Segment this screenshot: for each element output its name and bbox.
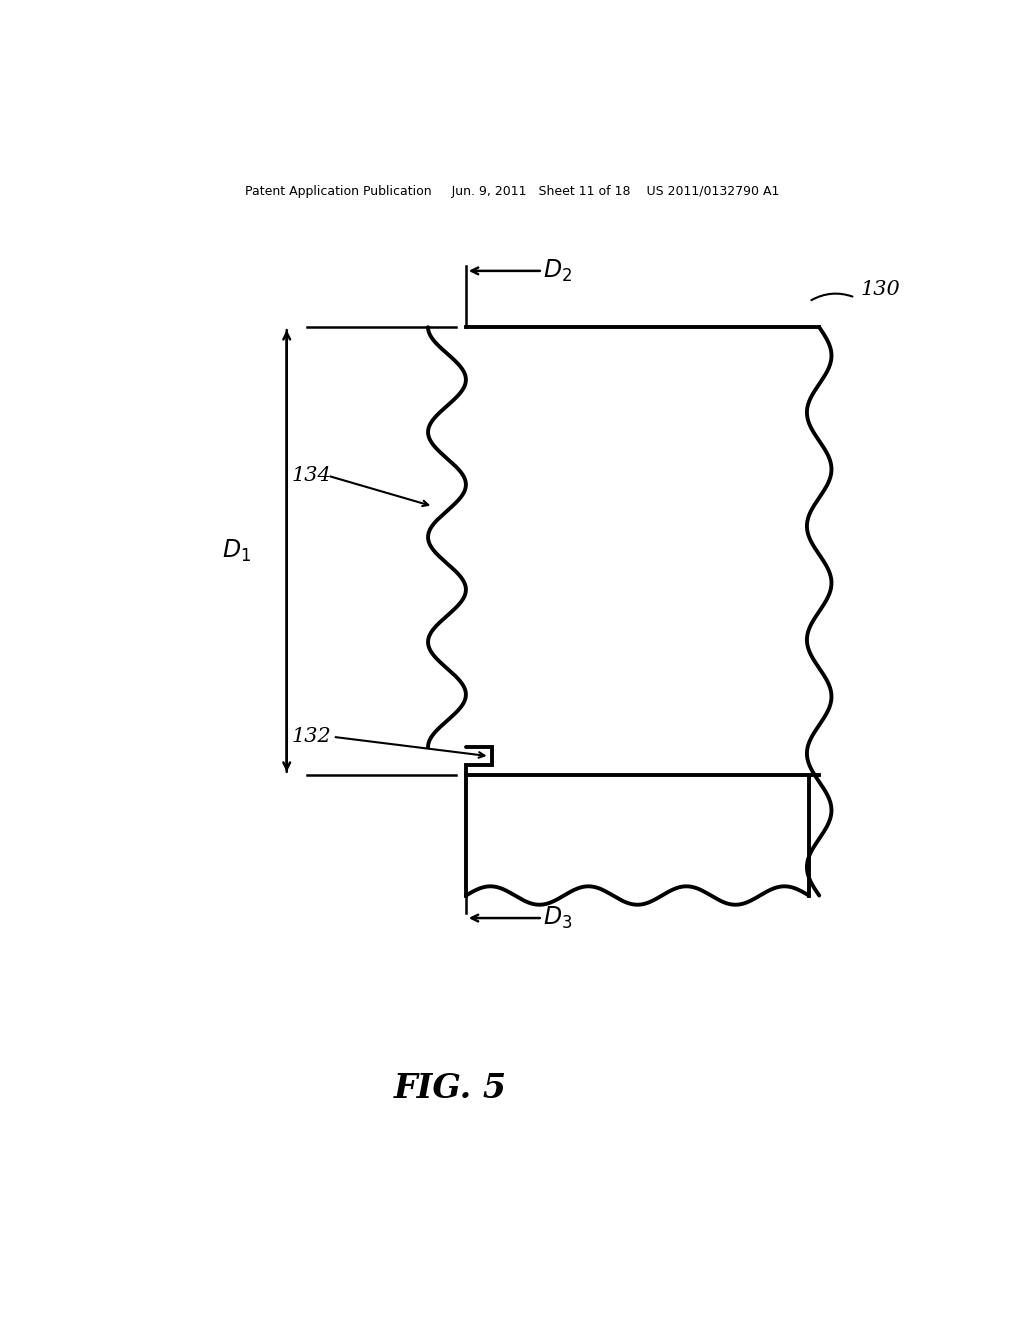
- Text: $D_2$: $D_2$: [543, 257, 571, 284]
- Text: 130: 130: [860, 280, 900, 298]
- Text: $D_3$: $D_3$: [543, 906, 572, 931]
- Text: Patent Application Publication     Jun. 9, 2011   Sheet 11 of 18    US 2011/0132: Patent Application Publication Jun. 9, 2…: [245, 185, 779, 198]
- Text: 132: 132: [292, 727, 332, 746]
- Text: FIG. 5: FIG. 5: [394, 1072, 507, 1105]
- Text: 134: 134: [292, 466, 332, 486]
- Text: $D_1$: $D_1$: [222, 537, 251, 564]
